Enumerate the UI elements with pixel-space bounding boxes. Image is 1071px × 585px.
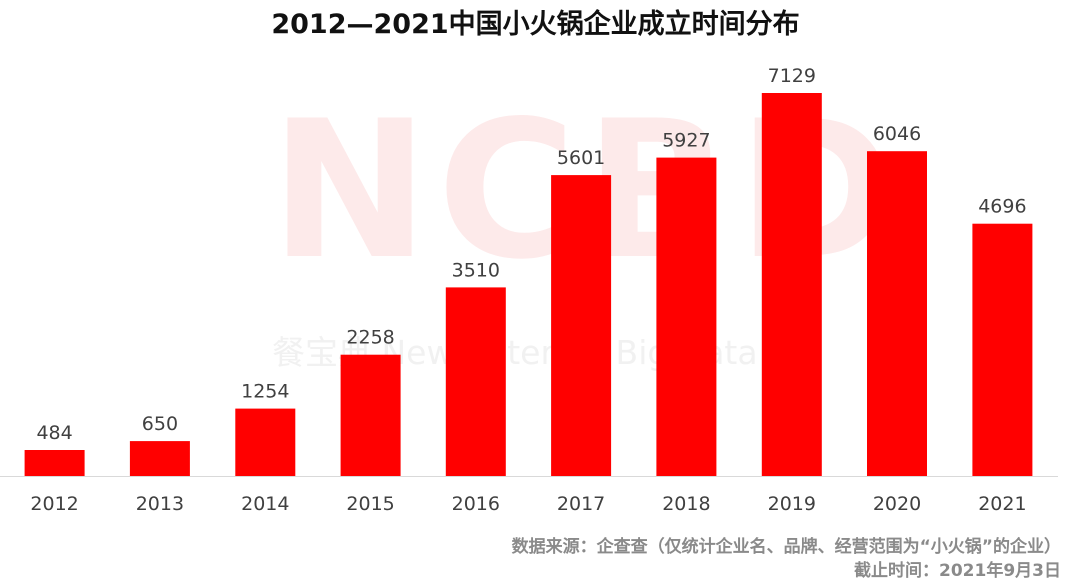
- source-note: 数据来源：企查查（仅统计企业名、品牌、经营范围为“小火锅”的企业） 截止时间：2…: [512, 535, 1061, 583]
- bar-2018: [656, 157, 717, 476]
- bar-2021: [972, 223, 1033, 476]
- tick-label-2012: 2012: [30, 493, 78, 515]
- tick-label-2018: 2018: [662, 493, 710, 515]
- bar-2019: [761, 93, 822, 476]
- tick-label-2014: 2014: [241, 493, 289, 515]
- bars-group: [24, 93, 1033, 476]
- value-label-2016: 3510: [452, 259, 500, 281]
- value-label-2012: 484: [36, 422, 72, 444]
- bar-2017: [551, 175, 612, 476]
- chart-title: 2012—2021中国小火锅企业成立时间分布: [271, 9, 800, 40]
- bar-2020: [867, 151, 927, 476]
- x-tick-labels-group: 2012 2013 2014 2015 2016 2017 2018 2019 2020 2021: [30, 493, 1026, 515]
- value-label-2021: 4696: [978, 196, 1026, 218]
- value-label-2019: 7129: [768, 65, 816, 87]
- tick-label-2015: 2015: [346, 493, 394, 515]
- value-label-2015: 2258: [346, 327, 394, 349]
- value-label-2014: 1254: [241, 381, 289, 403]
- tick-label-2021: 2021: [978, 493, 1026, 515]
- bar-2012: [24, 450, 85, 476]
- cutoff-date-line: 截止时间：2021年9月3日: [854, 561, 1061, 581]
- value-label-2013: 650: [142, 413, 178, 435]
- source-line: 数据来源：企查查（仅统计企业名、品牌、经营范围为“小火锅”的企业）: [511, 537, 1061, 557]
- bar-2015: [340, 354, 401, 476]
- tick-label-2020: 2020: [873, 493, 921, 515]
- value-label-2017: 5601: [557, 147, 605, 169]
- tick-label-2019: 2019: [768, 493, 816, 515]
- tick-label-2016: 2016: [452, 493, 500, 515]
- value-label-2018: 5927: [662, 130, 710, 152]
- value-labels-group: 484 650 1254 2258 3510 5601 5927 7129 6046 4696: [36, 65, 1026, 444]
- bar-2013: [129, 441, 190, 476]
- tick-label-2017: 2017: [557, 493, 605, 515]
- tick-label-2013: 2013: [136, 493, 184, 515]
- bar-2016: [445, 287, 506, 476]
- value-label-2020: 6046: [873, 123, 921, 145]
- bar-2014: [235, 408, 296, 476]
